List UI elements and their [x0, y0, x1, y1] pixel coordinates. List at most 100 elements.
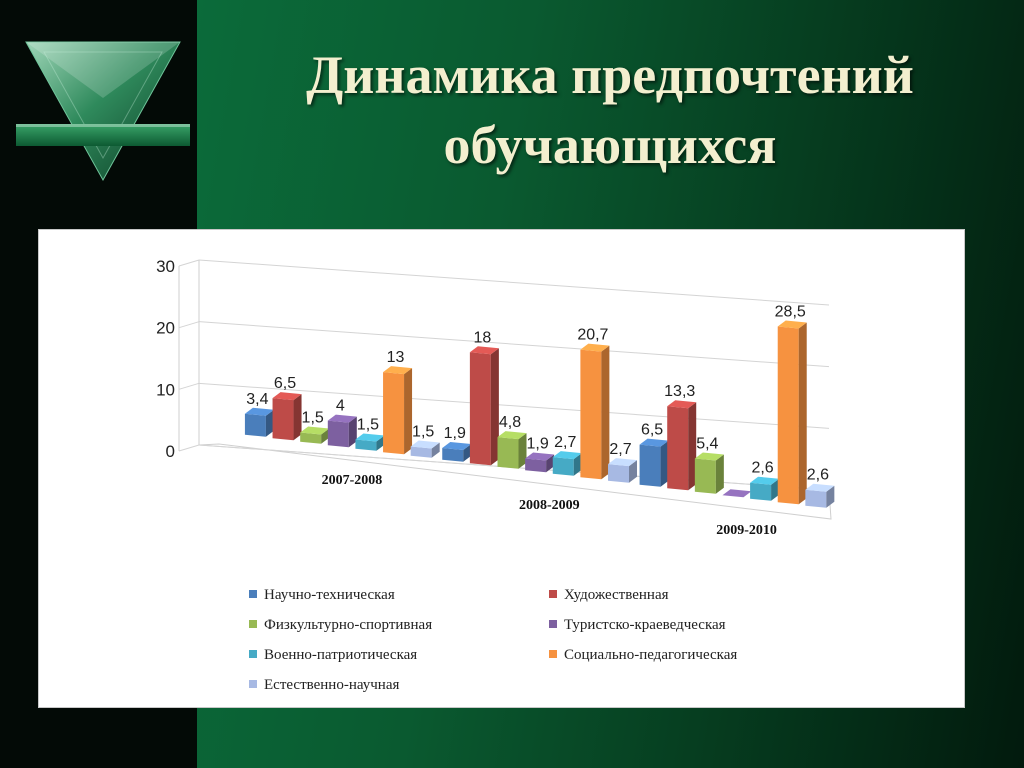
bar	[552, 451, 582, 476]
bar-top	[383, 366, 413, 375]
bar-side	[490, 348, 499, 466]
bar-top	[300, 426, 330, 435]
bar-front	[300, 432, 322, 444]
legend-label: Социально-педагогическая	[564, 647, 738, 663]
bar	[383, 366, 413, 455]
data-label: 4,8	[499, 414, 521, 431]
data-label: 3,4	[246, 391, 268, 408]
bar-side	[321, 428, 330, 444]
x-category-label: 2008-2009	[519, 498, 580, 513]
bar-top	[667, 400, 697, 409]
bar	[639, 438, 669, 487]
y-tick-label: 10	[156, 380, 175, 399]
bar	[805, 483, 835, 508]
bar-side	[688, 402, 697, 491]
legend-swatch	[549, 620, 557, 628]
bar	[469, 346, 499, 466]
bar-front	[327, 420, 349, 448]
data-label: 6,5	[641, 422, 663, 439]
data-label: 13	[387, 349, 405, 366]
bar-front	[639, 444, 661, 487]
y-tick-label: 0	[166, 442, 175, 461]
bar-top	[497, 431, 527, 440]
gridline-side	[178, 259, 200, 267]
bar-top	[410, 440, 440, 449]
data-label: 5,4	[696, 435, 718, 452]
bar-front	[383, 372, 405, 455]
data-label: 20,7	[577, 327, 608, 344]
bar-front	[469, 352, 491, 466]
bar-top	[580, 343, 610, 352]
bar-side	[601, 345, 610, 480]
bar-side	[771, 478, 780, 501]
data-label: 2,6	[807, 467, 829, 484]
bar	[608, 458, 638, 483]
bar-side	[826, 485, 835, 508]
gridline	[198, 382, 830, 429]
legend-item: Художественная	[549, 585, 669, 605]
bars	[244, 320, 835, 508]
legend-swatch	[249, 650, 257, 658]
data-label: 1,9	[444, 425, 466, 442]
bar-top	[525, 452, 555, 461]
bar-front	[608, 464, 630, 483]
bar-top	[355, 433, 385, 442]
bar-top	[722, 489, 752, 498]
bar-top	[272, 392, 302, 401]
bar-top	[694, 452, 724, 461]
bar	[525, 452, 555, 473]
bar-front	[442, 448, 464, 462]
x-category-label: 2009-2010	[716, 523, 777, 538]
bar-front	[497, 437, 519, 469]
legend-swatch	[249, 680, 257, 688]
data-label: 1,5	[302, 410, 324, 427]
y-tick-label: 20	[156, 319, 175, 338]
bar	[777, 320, 807, 505]
bar-side	[660, 440, 669, 487]
gridline	[198, 259, 830, 306]
bar	[667, 400, 697, 491]
x-category-label: 2007-2008	[322, 473, 383, 488]
bar-front	[525, 458, 547, 473]
legend-label: Научно-техническая	[264, 587, 395, 603]
bar	[300, 426, 330, 444]
slide-title-line-1: Динамика предпочтений	[306, 45, 914, 105]
data-label: 1,9	[527, 436, 549, 453]
data-label: 2,7	[609, 441, 631, 458]
legend-item: Туристско-краеведческая	[549, 615, 726, 635]
bar-front	[272, 398, 294, 441]
bar-front	[244, 413, 266, 437]
legend-item: Естественно-научная	[249, 675, 399, 695]
gridline-side	[178, 444, 200, 452]
data-label: 1,5	[412, 424, 434, 441]
bar	[750, 476, 780, 501]
bar-front	[805, 489, 827, 508]
legend-swatch	[549, 590, 557, 598]
legend-item: Военно-патриотическая	[249, 645, 417, 665]
bar-side	[265, 409, 274, 437]
bar-side	[293, 394, 302, 441]
data-labels: 3,4 6,5 1,5 4 1,5 13 1,5 1,9 18 4,8 1,9 2,7 20,7 2,7 6…	[246, 304, 829, 484]
gridline-side	[178, 382, 200, 390]
bar	[244, 407, 274, 437]
bar-top	[327, 414, 357, 423]
data-label: 13,3	[664, 383, 695, 400]
legend-swatch	[549, 650, 557, 658]
legend-item: Научно-техническая	[249, 585, 395, 605]
bar-side	[376, 435, 385, 451]
data-label: 2,6	[751, 460, 773, 477]
legend-item: Физкультурно-спортивная	[249, 615, 432, 635]
bar-chart-3d: 0 10 20 30 3,4 6,5 1,5 4 1,5 13 1,5 1,9 18 4,8 1,9 2,7 2…	[156, 257, 835, 538]
bar-top	[442, 442, 472, 451]
bar-top	[608, 458, 638, 467]
legend-label: Художественная	[564, 587, 669, 603]
gridline	[198, 321, 830, 368]
bar-side	[518, 433, 527, 469]
bar-front	[777, 326, 799, 505]
bar-side	[629, 460, 638, 483]
triangle-emblem-icon	[16, 41, 190, 182]
bar	[580, 343, 610, 480]
legend-label: Туристско-краеведческая	[564, 617, 726, 633]
legend-label: Естественно-научная	[264, 677, 400, 693]
bar-front	[750, 482, 772, 501]
